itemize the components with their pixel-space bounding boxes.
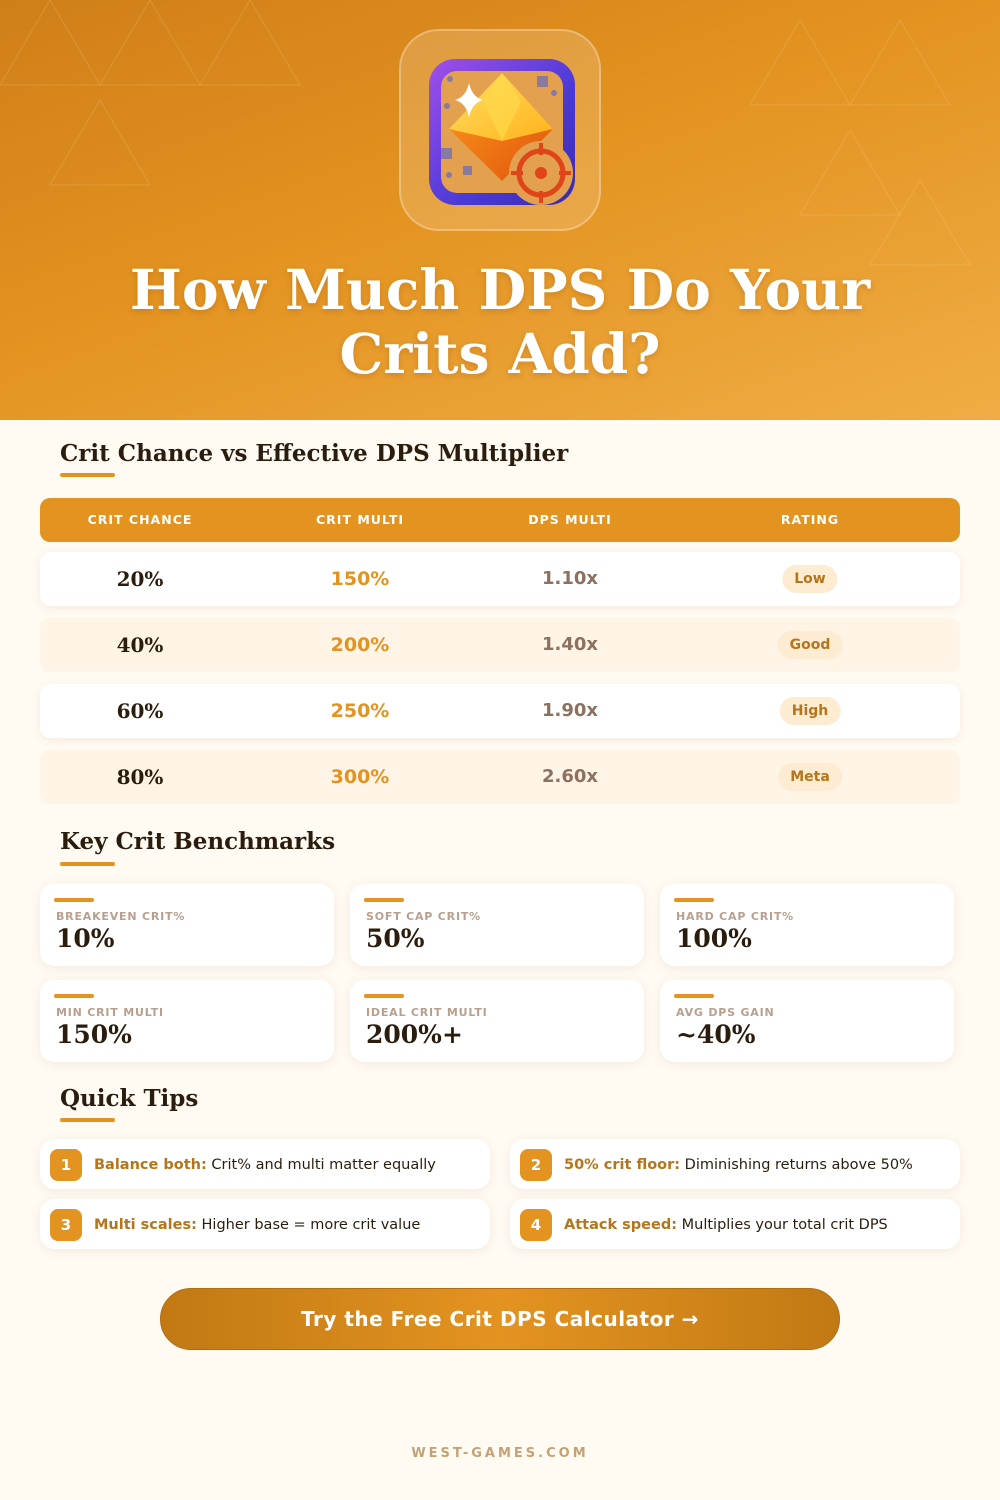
tip-number-badge: 3 (50, 1209, 82, 1241)
header-crit-chance: CRIT CHANCE (87, 512, 193, 527)
page-title: How Much DPS Do Your Crits Add? (0, 258, 1000, 386)
tip-number-badge: 2 (520, 1149, 552, 1181)
tips-section-title: Quick Tips (60, 1085, 199, 1112)
card-accent-bar (364, 898, 404, 902)
hero-banner: How Much DPS Do Your Crits Add? (0, 0, 1000, 420)
header-rating: RATING (780, 512, 840, 527)
benchmark-label: BREAKEVEN CRIT% (56, 910, 186, 923)
rating-badge: High (779, 697, 841, 725)
tip-heading: Balance both: (94, 1157, 207, 1173)
rating-badge: Meta (778, 763, 842, 791)
card-accent-bar (54, 898, 94, 902)
table-row: 40% 200% 1.40x Good (40, 618, 960, 672)
tip-text: Attack speed: Multiplies your total crit… (564, 1199, 888, 1251)
benchmark-value: 100% (676, 924, 752, 953)
table-row: 20% 150% 1.10x Low (40, 552, 960, 606)
benchmark-label: IDEAL CRIT MULTI (366, 1006, 488, 1019)
tip-item: 4 Attack speed: Multiplies your total cr… (510, 1199, 960, 1249)
benchmark-label: HARD CAP CRIT% (676, 910, 794, 923)
header-crit-multi: CRIT MULTI (316, 512, 404, 527)
crit-chance-value: 80% (116, 765, 164, 789)
tip-item: 3 Multi scales: Higher base = more crit … (40, 1199, 490, 1249)
tip-item: 2 50% crit floor: Diminishing returns ab… (510, 1139, 960, 1189)
tip-text: 50% crit floor: Diminishing returns abov… (564, 1139, 913, 1191)
tip-heading: 50% crit floor: (564, 1157, 681, 1173)
section-underline (60, 473, 115, 477)
calculator-cta-button[interactable]: Try the Free Crit DPS Calculator → (160, 1288, 840, 1350)
tip-body: Diminishing returns above 50% (680, 1157, 913, 1173)
page-title-line2: Crits Add? (339, 321, 661, 386)
crit-multi-value: 300% (330, 766, 390, 788)
tip-heading: Multi scales: (94, 1217, 197, 1233)
dps-multi-value: 2.60x (541, 766, 599, 787)
benchmark-card: HARD CAP CRIT% 100% (660, 884, 954, 966)
benchmark-value: 10% (56, 924, 115, 953)
benchmark-value: 200%+ (366, 1020, 463, 1049)
gem-crosshair-icon (429, 59, 575, 205)
tip-text: Multi scales: Higher base = more crit va… (94, 1199, 420, 1251)
tip-body: Higher base = more crit value (196, 1217, 421, 1233)
app-icon (399, 29, 601, 231)
benchmark-value: 50% (366, 924, 425, 953)
tip-body: Multiplies your total crit DPS (677, 1217, 888, 1233)
page-title-line1: How Much DPS Do Your (129, 257, 871, 322)
section-underline (60, 1118, 115, 1122)
crit-chance-value: 60% (116, 699, 164, 723)
tip-text: Balance both: Crit% and multi matter equ… (94, 1139, 436, 1191)
crit-multi-value: 150% (330, 568, 390, 590)
rating-badge: Good (777, 631, 843, 659)
benchmark-card: IDEAL CRIT MULTI 200%+ (350, 980, 644, 1062)
rating-badge: Low (782, 565, 838, 593)
table-row: 80% 300% 2.60x Meta (40, 750, 960, 804)
table-header: CRIT CHANCE CRIT MULTI DPS MULTI RATING (40, 498, 960, 542)
benchmark-card: MIN CRIT MULTI 150% (40, 980, 334, 1062)
tip-body: Crit% and multi matter equally (206, 1157, 436, 1173)
dps-multi-value: 1.10x (541, 568, 599, 589)
crit-chance-value: 20% (116, 567, 164, 591)
card-accent-bar (54, 994, 94, 998)
benchmark-value: ~40% (676, 1020, 756, 1049)
benchmark-card: SOFT CAP CRIT% 50% (350, 884, 644, 966)
tip-item: 1 Balance both: Crit% and multi matter e… (40, 1139, 490, 1189)
card-accent-bar (674, 898, 714, 902)
table-section-title: Crit Chance vs Effective DPS Multiplier (60, 440, 569, 467)
tip-heading: Attack speed: (564, 1217, 678, 1233)
benchmark-label: AVG DPS GAIN (676, 1006, 775, 1019)
dps-multi-value: 1.90x (541, 700, 599, 721)
tip-number-badge: 4 (520, 1209, 552, 1241)
benchmark-value: 150% (56, 1020, 132, 1049)
crit-multi-value: 250% (330, 700, 390, 722)
benchmark-card: AVG DPS GAIN ~40% (660, 980, 954, 1062)
benchmark-label: SOFT CAP CRIT% (366, 910, 481, 923)
benchmarks-section-title: Key Crit Benchmarks (60, 828, 336, 855)
section-underline (60, 862, 115, 866)
tip-number-badge: 1 (50, 1149, 82, 1181)
table-row: 60% 250% 1.90x High (40, 684, 960, 738)
triangle-pattern-decoration (0, 0, 971, 266)
dps-multi-value: 1.40x (541, 634, 599, 655)
header-dps-multi: DPS MULTI (528, 512, 612, 527)
crit-multi-value: 200% (330, 634, 390, 656)
footer-site-link[interactable]: WEST-GAMES.COM (411, 1446, 589, 1461)
crit-chance-value: 40% (116, 633, 164, 657)
benchmark-card: BREAKEVEN CRIT% 10% (40, 884, 334, 966)
benchmark-label: MIN CRIT MULTI (56, 1006, 164, 1019)
card-accent-bar (364, 994, 404, 998)
card-accent-bar (674, 994, 714, 998)
